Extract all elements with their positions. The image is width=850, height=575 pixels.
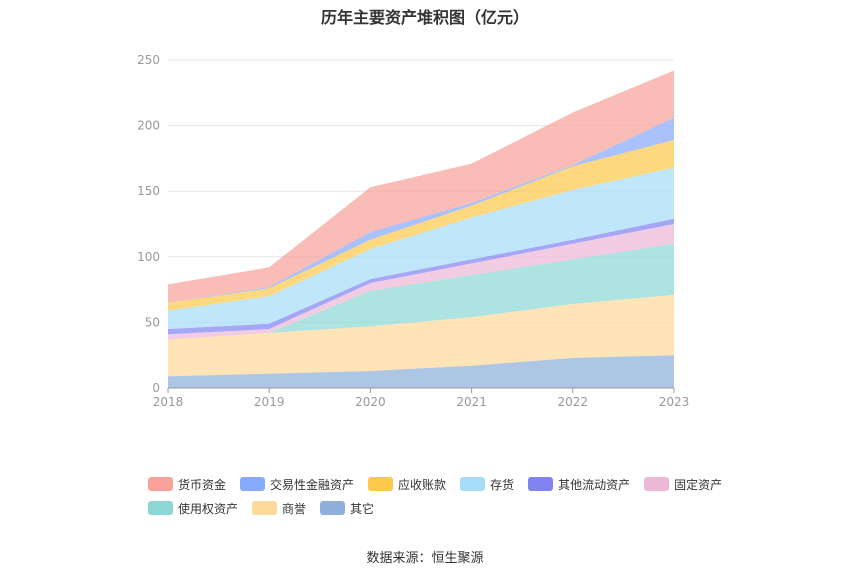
area-series-商誉[interactable] (168, 294, 674, 377)
legend-label: 其它 (350, 501, 375, 516)
x-tick-label: 2019 (254, 395, 285, 409)
area-series-使用权资产[interactable] (168, 243, 674, 340)
legend-label: 其他流动资产 (558, 477, 631, 492)
legend-swatch (240, 477, 266, 491)
legend-item-固定资产[interactable]: 固定资产 (644, 476, 722, 493)
legend-item-交易性金融资产[interactable]: 交易性金融资产 (240, 476, 354, 493)
legend-item-商誉[interactable]: 商誉 (252, 500, 306, 517)
x-tick-label: 2018 (153, 395, 184, 409)
y-tick-label: 50 (145, 315, 160, 329)
legend-swatch (320, 501, 346, 515)
area-series-应收账款[interactable] (168, 140, 674, 311)
legend-swatch (460, 477, 486, 491)
y-tick-label: 200 (137, 119, 160, 133)
area-series-存货[interactable] (168, 167, 674, 329)
legend-label: 商誉 (282, 501, 307, 516)
area-series-固定资产[interactable] (168, 224, 674, 340)
area-series-其他流动资产[interactable] (168, 218, 674, 335)
legend-item-货币资金[interactable]: 货币资金 (148, 476, 226, 493)
legend-swatch (148, 477, 173, 491)
y-tick-label: 150 (137, 184, 160, 198)
legend-item-存货[interactable]: 存货 (460, 476, 514, 493)
legend-item-应收账款[interactable]: 应收账款 (368, 476, 446, 493)
legend-label: 存货 (490, 477, 515, 492)
legend-swatch (368, 477, 394, 491)
data-source: 数据来源：恒生聚源 (366, 551, 484, 566)
legend-label: 交易性金融资产 (270, 477, 355, 492)
legend-item-其他流动资产[interactable]: 其他流动资产 (528, 476, 630, 493)
axes: 0 50 100 150 200 250 2018 2019 2020 2021 2022 2023 (137, 53, 689, 409)
legend-row: 货币资金 交易性金融资产 应收账款 存货 其他流动资产 固定资产 (148, 472, 748, 496)
x-tick-label: 2023 (659, 395, 690, 409)
x-tick-label: 2020 (355, 395, 386, 409)
y-tick-label: 0 (152, 381, 160, 395)
x-tick-label: 2021 (456, 395, 487, 409)
area-series (168, 70, 674, 388)
legend-item-使用权资产[interactable]: 使用权资产 (148, 500, 238, 517)
area-series-货币资金[interactable] (168, 70, 674, 303)
legend-swatch (528, 477, 554, 491)
legend-label: 使用权资产 (178, 501, 239, 516)
legend-row: 使用权资产 商誉 其它 (148, 496, 748, 520)
legend: 货币资金 交易性金融资产 应收账款 存货 其他流动资产 固定资产使用权资产 商誉 其它 (148, 472, 748, 520)
legend-swatch (644, 477, 670, 491)
y-tick-label: 250 (137, 53, 160, 67)
chart-title: 历年主要资产堆积图（亿元） (320, 8, 529, 27)
legend-swatch (148, 501, 173, 515)
area-series-其它[interactable] (168, 355, 674, 388)
legend-item-其它[interactable]: 其它 (320, 500, 374, 517)
x-tick-label: 2022 (558, 395, 589, 409)
legend-label: 货币资金 (178, 477, 227, 492)
legend-label: 固定资产 (674, 477, 723, 492)
chart-plot: 0 50 100 150 200 250 2018 2019 2020 2021 2022 2023 (137, 53, 689, 409)
legend-label: 应收账款 (398, 477, 447, 492)
y-tick-label: 100 (137, 250, 160, 264)
legend-swatch (252, 501, 278, 515)
